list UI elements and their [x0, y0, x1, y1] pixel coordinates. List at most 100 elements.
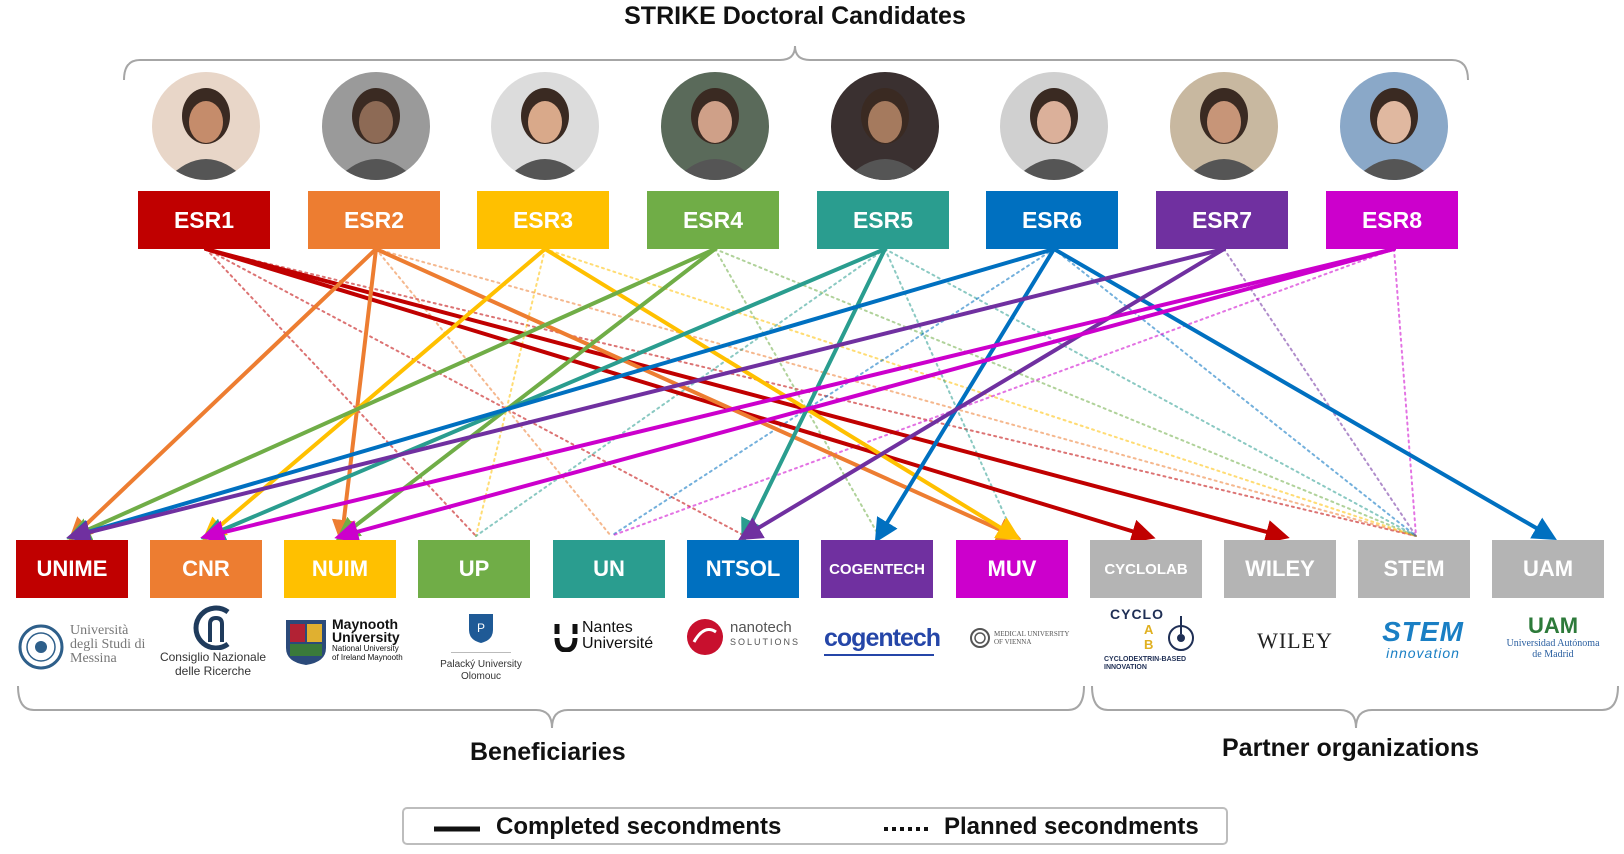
completed-secondment-line	[543, 247, 1021, 541]
logo-line: Università	[70, 623, 129, 638]
logo-line: Nantes	[582, 619, 633, 636]
completed-secondments	[66, 247, 1557, 544]
logo-line: B	[1144, 637, 1154, 652]
partners-label: Partner organizations	[1222, 734, 1479, 762]
planned-secondment-line	[205, 248, 746, 537]
org-box-cyclolab: CYCLOLAB	[1090, 540, 1202, 598]
cogentech-logo: cogentech	[824, 624, 944, 660]
esr-box-esr1: ESR1	[138, 191, 270, 249]
logo-line: A	[1144, 622, 1154, 637]
planned-secondments	[205, 248, 1417, 537]
esr-box-esr6: ESR6	[986, 191, 1118, 249]
logo-line: Olomouc	[460, 671, 501, 682]
candidate-photo	[831, 72, 939, 180]
esr-box-esr4: ESR4	[647, 191, 779, 249]
candidate-photo	[322, 72, 430, 180]
completed-secondment-line	[66, 247, 1056, 544]
logo-line: STEM	[1382, 616, 1464, 647]
logo-line: Palacký University	[440, 659, 522, 670]
logo-line: National University	[332, 644, 399, 653]
unime-seal-icon	[18, 624, 64, 670]
logo-line: CYCLODEXTRIN-BASED	[1104, 656, 1187, 663]
svg-text:P: P	[477, 621, 485, 635]
logo-line: University	[332, 629, 400, 645]
org-box-up: UP	[418, 540, 530, 598]
stem-logo: STEM innovation	[1364, 618, 1482, 664]
logo-line: of Ireland Maynooth	[332, 653, 403, 662]
completed-secondment-line	[1052, 247, 1557, 541]
candidate-photo	[1340, 72, 1448, 180]
completed-secondment-line	[334, 247, 1396, 544]
cyclolab-logo-content: CYCLO A B CYCLODEXTRIN-BASED INNOVATION	[1104, 606, 1204, 678]
un-logo: Nantes Université	[554, 618, 674, 654]
planned-secondment-line	[1223, 248, 1417, 537]
legend-completed: Completed secondments	[496, 813, 782, 840]
logo-line: de Madrid	[1532, 649, 1574, 660]
beneficiaries-brace	[17, 685, 1085, 729]
logo-line: CYCLO	[1110, 606, 1164, 622]
nuim-logo: Maynooth University National University …	[284, 616, 404, 666]
nuim-crest-icon	[286, 620, 326, 665]
logo-line: INNOVATION	[1104, 664, 1147, 671]
partners-brace	[1091, 685, 1619, 729]
completed-secondment-line	[204, 247, 1290, 544]
candidate-photo	[491, 72, 599, 180]
logo-line: delle Ricerche	[174, 664, 252, 678]
planned-secondment-line	[610, 248, 1395, 537]
org-box-cnr: CNR	[150, 540, 262, 598]
planned-secondment-line	[475, 248, 546, 537]
completed-secondment-line	[204, 247, 1156, 543]
planned-secondment-line	[205, 248, 477, 537]
logo-line: nanotech	[730, 619, 792, 636]
legend-planned: Planned secondments	[944, 813, 1199, 840]
uam-logo: UAM Universidad Autónoma de Madrid	[1494, 614, 1612, 664]
completed-secondment-line	[200, 247, 887, 541]
cnr-logo: Consiglio Nazionale delle Ricerche	[154, 604, 272, 688]
up-logo: P Palacký University Olomouc	[424, 612, 538, 690]
org-box-wiley: WILEY	[1224, 540, 1336, 598]
logo-line: OF VIENNA	[994, 638, 1032, 646]
legend-solid-swatch	[434, 826, 480, 832]
legend-dotted-swatch	[884, 827, 928, 831]
org-box-uam: UAM	[1492, 540, 1604, 598]
muv-logo: MEDICAL UNIVERSITY OF VIENNA	[970, 628, 1076, 652]
logo-line: Consiglio Nazionale	[159, 650, 267, 664]
completed-secondment-line	[331, 247, 378, 544]
un-mark-icon	[554, 624, 578, 652]
candidate-photo	[152, 72, 260, 180]
completed-secondment-line	[374, 247, 1022, 541]
planned-secondment-line	[714, 248, 1417, 537]
planned-secondment-line	[375, 248, 1417, 537]
logo-line: WILEY	[1257, 628, 1333, 653]
candidate-photo	[661, 72, 769, 180]
wiley-logo: WILEY	[1236, 628, 1354, 658]
completed-secondment-line	[738, 247, 1226, 541]
esr-box-esr3: ESR3	[477, 191, 609, 249]
planned-secondment-line	[1393, 248, 1417, 537]
planned-secondment-line	[544, 248, 1417, 537]
diagram-title: STRIKE Doctoral Candidates	[624, 2, 966, 30]
candidate-photo	[1170, 72, 1278, 180]
up-shield-icon: P	[469, 614, 493, 643]
top-brace	[123, 45, 1469, 81]
logo-line: MEDICAL UNIVERSITY	[994, 630, 1070, 638]
logo-line: cogentech	[824, 624, 941, 652]
org-box-unime: UNIME	[16, 540, 128, 598]
completed-secondment-line	[66, 247, 717, 541]
completed-secondment-line	[741, 247, 887, 544]
beneficiaries-label: Beneficiaries	[470, 738, 626, 766]
planned-secondment-line	[475, 248, 886, 537]
muv-seal-icon	[970, 628, 990, 648]
logo-line: UAM	[1527, 613, 1579, 638]
completed-secondment-line	[68, 247, 378, 542]
completed-secondment-line	[200, 247, 1396, 544]
cyclolab-flask-icon	[1168, 616, 1194, 651]
planned-secondment-line	[714, 248, 880, 537]
planned-secondment-line	[375, 248, 612, 537]
org-box-un: UN	[553, 540, 665, 598]
completed-secondment-line	[66, 247, 1226, 544]
cnr-mark-icon	[193, 605, 230, 650]
logo-line: Maynooth	[332, 616, 399, 632]
org-box-nuim: NUIM	[284, 540, 396, 598]
org-box-muv: MUV	[956, 540, 1068, 598]
